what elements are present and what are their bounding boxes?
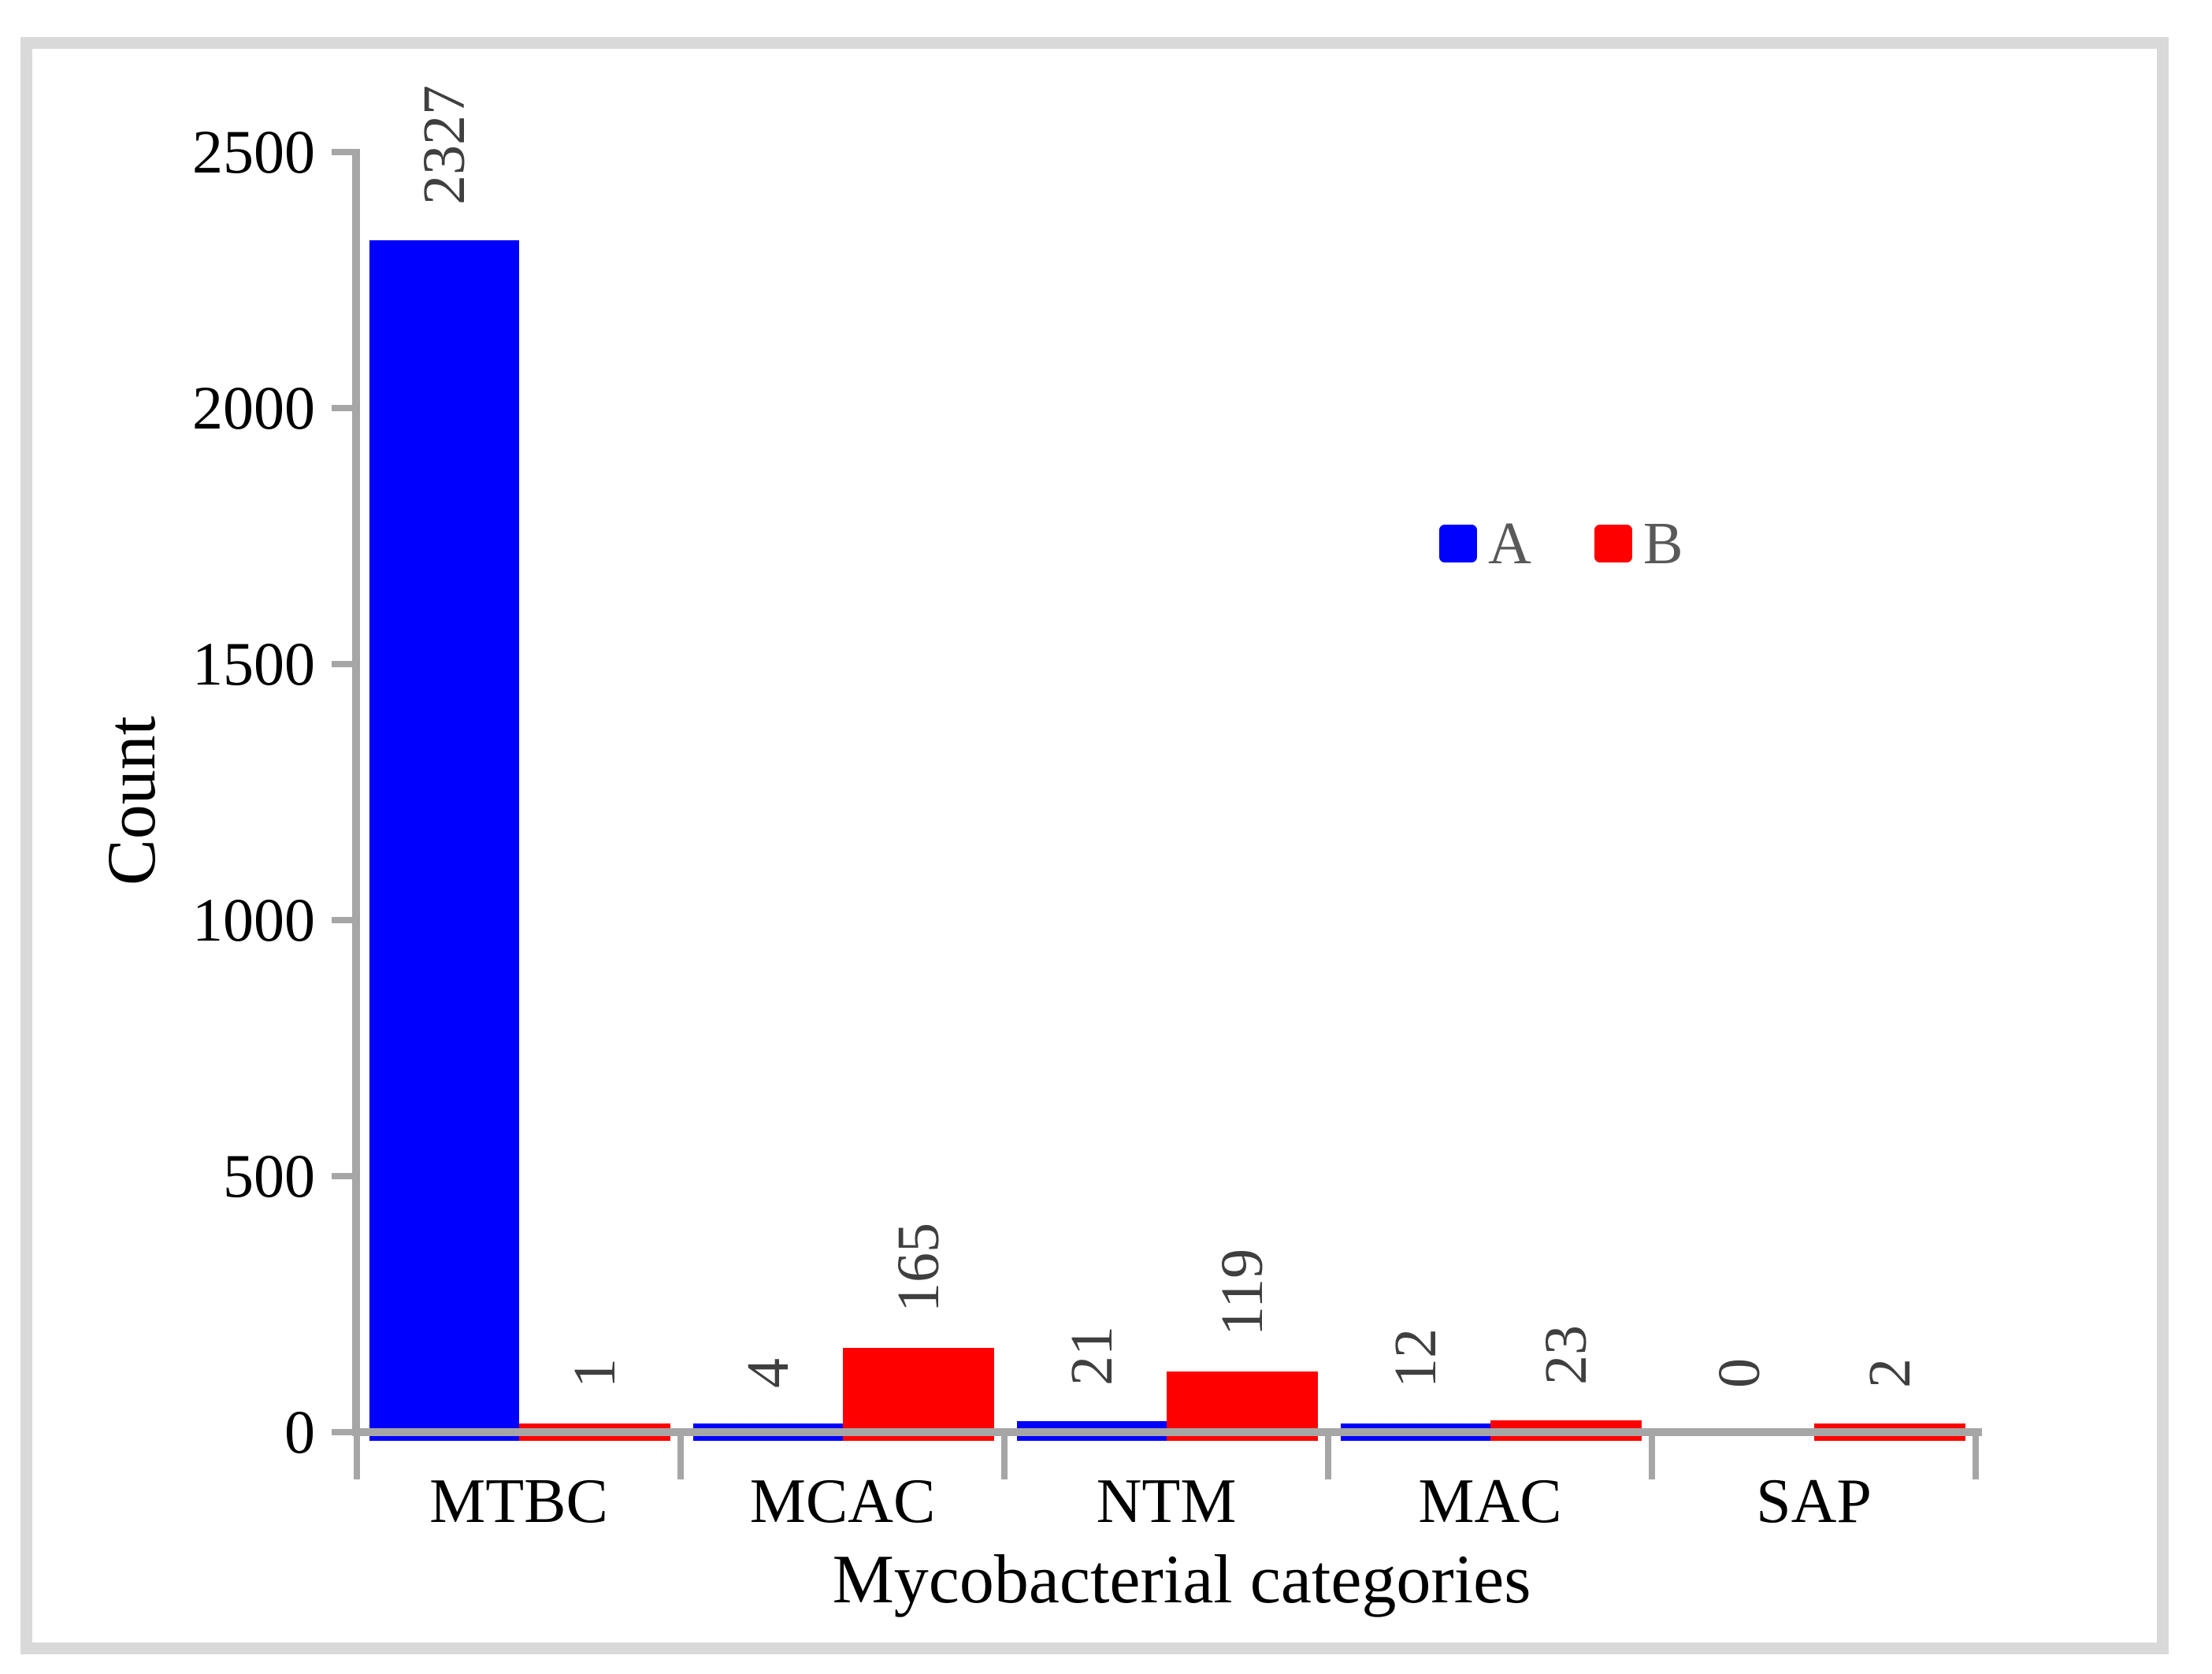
x-axis-title: Mycobacterial categories bbox=[832, 1542, 1531, 1618]
y-tick-label: 1500 bbox=[192, 629, 315, 698]
bar-value-label-text: 0 bbox=[1706, 1358, 1772, 1388]
category-label: NTM bbox=[1096, 1467, 1237, 1536]
x-tick-mark bbox=[1325, 1434, 1331, 1479]
y-tick-mark bbox=[332, 1429, 352, 1435]
y-tick-mark bbox=[332, 149, 352, 155]
x-axis-line bbox=[352, 1428, 1982, 1436]
y-tick-label: 500 bbox=[223, 1141, 315, 1210]
x-tick-mark bbox=[677, 1434, 684, 1479]
y-tick-mark bbox=[332, 1173, 352, 1179]
legend-item-a: A bbox=[1439, 514, 1531, 573]
bar-value-label-text: 4 bbox=[735, 1358, 801, 1388]
y-tick-label: 0 bbox=[284, 1397, 315, 1466]
y-tick-mark bbox=[332, 661, 352, 667]
x-tick-mark bbox=[1649, 1434, 1655, 1479]
bar-value-label-text: 12 bbox=[1382, 1328, 1449, 1388]
legend-item-b: B bbox=[1594, 514, 1683, 573]
category-label: MTBC bbox=[429, 1467, 608, 1536]
bar-value-label-text: 2327 bbox=[411, 85, 477, 206]
bar-value-label-text: 119 bbox=[1209, 1248, 1275, 1336]
legend-label-b: B bbox=[1642, 510, 1683, 577]
bar-value-label-text: 1 bbox=[562, 1358, 628, 1388]
category-label: MCAC bbox=[749, 1467, 936, 1536]
y-tick-label: 2500 bbox=[192, 117, 315, 186]
x-tick-mark bbox=[1001, 1434, 1008, 1479]
chart-border-frame bbox=[20, 37, 2169, 1654]
legend-label-a: A bbox=[1488, 510, 1531, 577]
bar-value-label-text: 21 bbox=[1059, 1326, 1125, 1386]
legend-swatch-a bbox=[1439, 525, 1477, 562]
bar-value-label-text: 23 bbox=[1533, 1325, 1599, 1386]
y-tick-label: 2000 bbox=[192, 373, 315, 442]
y-tick-mark bbox=[332, 405, 352, 411]
x-tick-mark bbox=[354, 1434, 360, 1479]
y-tick-label: 1000 bbox=[192, 885, 315, 954]
x-tick-mark bbox=[1973, 1434, 1979, 1479]
bar-value-label-text: 2 bbox=[1857, 1358, 1923, 1388]
category-label: SAP bbox=[1756, 1467, 1872, 1536]
y-axis-line bbox=[352, 149, 360, 1436]
legend-swatch-b bbox=[1594, 525, 1632, 562]
bar-value-label-text: 165 bbox=[885, 1222, 952, 1312]
bar-series-b-mcac bbox=[843, 1347, 994, 1441]
y-tick-mark bbox=[332, 917, 352, 923]
category-label: MAC bbox=[1418, 1467, 1562, 1536]
bar-series-a-mtbc bbox=[369, 240, 519, 1441]
y-axis-title-text: Count bbox=[94, 715, 170, 885]
